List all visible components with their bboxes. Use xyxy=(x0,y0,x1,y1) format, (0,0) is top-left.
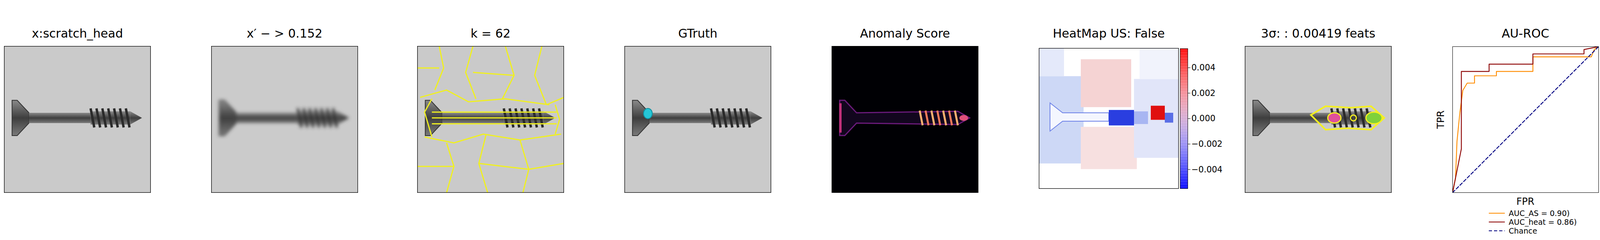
html-text:AU-ROC: AU-ROC xyxy=(1501,26,1550,41)
html-text:AUC_AS = 0.90): AUC_AS = 0.90) xyxy=(1508,208,1570,218)
svg-text:0.002: 0.002 xyxy=(1191,88,1216,98)
html-text:Chance: Chance xyxy=(1508,226,1538,236)
html-text:Anomaly Score: Anomaly Score xyxy=(859,26,951,41)
html-text:3σ: : 0.00419 feats: 3σ: : 0.00419 feats xyxy=(1261,26,1376,41)
svg-text:0.004: 0.004 xyxy=(1191,62,1216,73)
html-text:FPR: FPR xyxy=(1516,196,1535,208)
html-text:AUC_heat = 0.86): AUC_heat = 0.86) xyxy=(1508,217,1577,227)
html-text:HeatMap US: False: HeatMap US: False xyxy=(1052,26,1165,41)
svg-text:0.000: 0.000 xyxy=(1191,113,1216,124)
svg-text:−0.002: −0.002 xyxy=(1191,139,1223,149)
html-text:k = 62: k = 62 xyxy=(470,26,511,41)
html-text:GTruth: GTruth xyxy=(678,26,718,41)
html-text:x:scratch_head: x:scratch_head xyxy=(31,26,123,41)
svg-text:−0.004: −0.004 xyxy=(1191,164,1223,174)
html-text:x′ − > 0.152: x′ − > 0.152 xyxy=(246,26,323,41)
html-text:TPR: TPR xyxy=(1435,110,1447,129)
